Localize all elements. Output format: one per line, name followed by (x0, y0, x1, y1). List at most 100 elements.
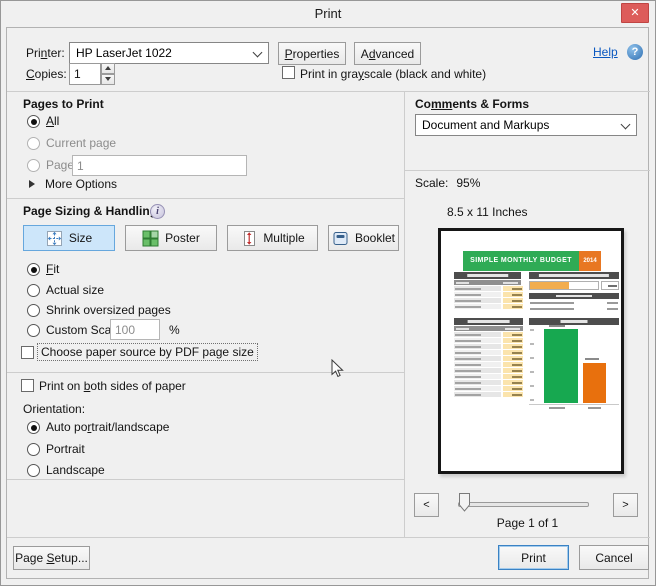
radio-actual-size[interactable] (27, 284, 40, 297)
comments-forms-select[interactable]: Document and Markups (415, 114, 637, 136)
chart-tick (530, 357, 534, 359)
close-icon: ✕ (630, 7, 640, 19)
separator (7, 479, 404, 480)
copies-input[interactable] (69, 63, 101, 85)
chart-value-label (585, 358, 599, 360)
page-info: Page 1 of 1 (496, 516, 559, 530)
budget-row (454, 338, 536, 343)
previous-page-button[interactable]: < (414, 493, 439, 517)
page-setup-button[interactable]: Page Setup... (13, 546, 90, 570)
choose-paper-source-checkbox[interactable] (21, 346, 34, 359)
grayscale-checkbox[interactable] (282, 66, 295, 79)
separator (7, 91, 650, 92)
chart-tick (530, 371, 534, 373)
preview-document: SIMPLE MONTHLY BUDGET 2014 (441, 231, 621, 471)
copies-stepper-down[interactable] (101, 74, 115, 85)
separator (405, 170, 650, 171)
budget-row (454, 350, 536, 355)
print-button[interactable]: Print (498, 545, 569, 570)
budget-row (454, 298, 536, 303)
radio-pages (27, 159, 40, 172)
separator (7, 372, 404, 373)
close-button[interactable]: ✕ (621, 3, 649, 23)
scale-readout: Scale: 95% (415, 176, 481, 190)
radio-landscape-label[interactable]: Landscape (46, 463, 105, 477)
dialog-frame (6, 27, 649, 579)
custom-scale-input[interactable] (110, 319, 160, 340)
previous-icon: < (423, 499, 430, 511)
preview-income-header (454, 272, 521, 279)
preview-summary-row (529, 301, 619, 305)
radio-landscape[interactable] (27, 464, 40, 477)
preview-expense-rows (454, 332, 536, 398)
help-link[interactable]: Help (593, 45, 618, 59)
radio-auto-orientation-label[interactable]: Auto portrait/landscape (46, 420, 170, 434)
pages-input[interactable] (72, 155, 247, 176)
budget-row (454, 344, 536, 349)
poster-icon (142, 230, 159, 246)
page-slider-thumb[interactable] (459, 493, 470, 512)
advanced-button[interactable]: Advanced (354, 42, 421, 65)
more-options-label[interactable]: More Options (45, 177, 118, 191)
budget-row (454, 386, 536, 391)
preview-expenses-subheader (454, 326, 523, 331)
comments-forms-select-value: Document and Markups (422, 118, 550, 132)
dialog-title: Print (314, 6, 342, 21)
preview-doc-year: 2014 (579, 251, 601, 271)
radio-shrink-label[interactable]: Shrink oversized pages (46, 303, 171, 317)
printer-select[interactable]: HP LaserJet 1022 (69, 42, 269, 64)
preview-percentage-header (529, 272, 619, 279)
separator (7, 198, 404, 199)
preview-income-subheader (454, 280, 521, 285)
preview-progress-fill (530, 282, 569, 289)
page-slider-track[interactable] (458, 502, 589, 507)
radio-fit[interactable] (27, 263, 40, 276)
properties-button[interactable]: Properties (278, 42, 346, 65)
poster-button[interactable]: Poster (125, 225, 217, 251)
grayscale-label[interactable]: Print in grayscale (black and white) (300, 67, 487, 81)
chart-bar-green (544, 329, 578, 403)
radio-custom-scale-label[interactable]: Custom Scale: (46, 323, 125, 337)
radio-custom-scale[interactable] (27, 324, 40, 337)
radio-auto-orientation[interactable] (27, 421, 40, 434)
expander-icon[interactable] (29, 180, 35, 188)
arrow-up-icon (105, 66, 111, 70)
radio-fit-label[interactable]: Fit (46, 262, 60, 276)
radio-portrait-label[interactable]: Portrait (46, 442, 85, 456)
percent-sign: % (169, 323, 180, 337)
chart-tick (530, 329, 534, 331)
budget-row (454, 286, 536, 291)
help-icon[interactable]: ? (627, 44, 643, 60)
budget-row (454, 380, 536, 385)
chart-tick (530, 343, 534, 345)
info-icon[interactable]: i (150, 204, 165, 219)
duplex-label[interactable]: Print on both sides of paper (39, 379, 186, 393)
preview-income-rows (454, 286, 536, 310)
radio-all[interactable] (27, 115, 40, 128)
cancel-button[interactable]: Cancel (579, 545, 649, 570)
duplex-checkbox[interactable] (21, 379, 34, 392)
next-icon: > (622, 499, 629, 511)
arrow-down-icon (105, 77, 111, 81)
multiple-button[interactable]: Multiple (227, 225, 318, 251)
orientation-heading: Orientation: (23, 402, 86, 416)
next-page-button[interactable]: > (613, 493, 638, 517)
size-button[interactable]: Size (23, 225, 115, 251)
preview-summary-header (529, 293, 619, 299)
pages-to-print-heading: Pages to Print (23, 97, 104, 111)
radio-current-page-label: Current page (46, 136, 117, 150)
radio-portrait[interactable] (27, 443, 40, 456)
copies-stepper-up[interactable] (101, 63, 115, 74)
preview-expenses-header (454, 318, 523, 325)
mouse-cursor (331, 359, 344, 378)
multiple-icon (244, 230, 256, 246)
choose-paper-source-label[interactable]: Choose paper source by PDF page size (37, 343, 258, 361)
preview-balance-header (529, 318, 619, 325)
booklet-button[interactable]: Booklet (328, 225, 399, 251)
radio-shrink[interactable] (27, 304, 40, 317)
radio-actual-size-label[interactable]: Actual size (46, 283, 105, 297)
copies-label: Copies: (26, 67, 67, 81)
radio-all-label[interactable]: All (46, 114, 60, 128)
budget-row (454, 332, 536, 337)
